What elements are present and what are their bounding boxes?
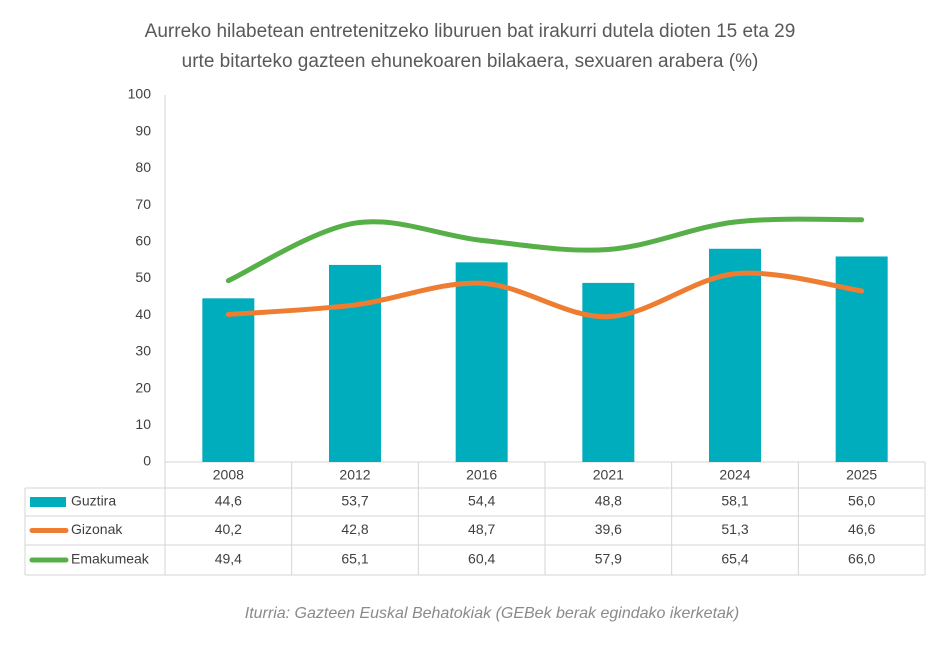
table-value: 40,2: [215, 521, 242, 537]
x-tick-label: 2012: [339, 467, 370, 483]
chart-title: Aurreko hilabetean entretenitzeko liburu…: [145, 21, 796, 42]
y-tick-label: 70: [135, 196, 151, 212]
x-tick-label: 2016: [466, 467, 497, 483]
table-value: 48,8: [595, 493, 622, 509]
y-tick-label: 10: [135, 416, 151, 432]
table-value: 53,7: [341, 493, 368, 509]
y-tick-label: 20: [135, 379, 151, 395]
table-value: 66,0: [848, 551, 875, 567]
y-tick-label: 60: [135, 233, 151, 249]
y-tick-label: 0: [143, 453, 151, 469]
table-value: 65,1: [341, 551, 368, 567]
bar: [455, 262, 508, 462]
bar: [202, 298, 255, 462]
x-tick-label: 2008: [213, 467, 244, 483]
x-tick-label: 2025: [846, 467, 877, 483]
y-tick-label: 100: [128, 86, 152, 102]
legend-key: [30, 497, 66, 507]
table-value: 58,1: [721, 493, 748, 509]
line: [225, 270, 865, 320]
legend-label: Emakumeak: [71, 551, 150, 567]
y-tick-label: 90: [135, 122, 151, 138]
table-value: 48,7: [468, 521, 495, 537]
y-tick-label: 30: [135, 343, 151, 359]
table-value: 51,3: [721, 521, 748, 537]
table-value: 60,4: [468, 551, 495, 567]
bar: [709, 248, 761, 462]
line: [225, 216, 865, 284]
table-value: 44,6: [215, 493, 242, 509]
table-value: 42,8: [341, 521, 368, 537]
x-tick-label: 2021: [593, 467, 624, 483]
table-value: 39,6: [595, 521, 622, 537]
y-tick-label: 50: [135, 269, 151, 285]
bar: [329, 264, 381, 462]
legend-label: Guztira: [71, 493, 116, 509]
source-note: Iturria: Gazteen Euskal Behatokiak (GEBe…: [245, 605, 739, 622]
legend-label: Gizonak: [71, 521, 123, 537]
table-value: 65,4: [721, 551, 748, 567]
table-value: 57,9: [595, 551, 622, 567]
y-tick-label: 80: [135, 159, 151, 175]
table-value: 56,0: [848, 493, 875, 509]
bar: [582, 282, 635, 462]
table-value: 49,4: [215, 551, 242, 567]
table-value: 46,6: [848, 521, 875, 537]
table-value: 54,4: [468, 493, 495, 509]
y-tick-label: 40: [135, 306, 151, 322]
x-tick-label: 2024: [719, 467, 750, 483]
chart-title: urte bitarteko gazteen ehunekoaren bilak…: [182, 51, 759, 72]
